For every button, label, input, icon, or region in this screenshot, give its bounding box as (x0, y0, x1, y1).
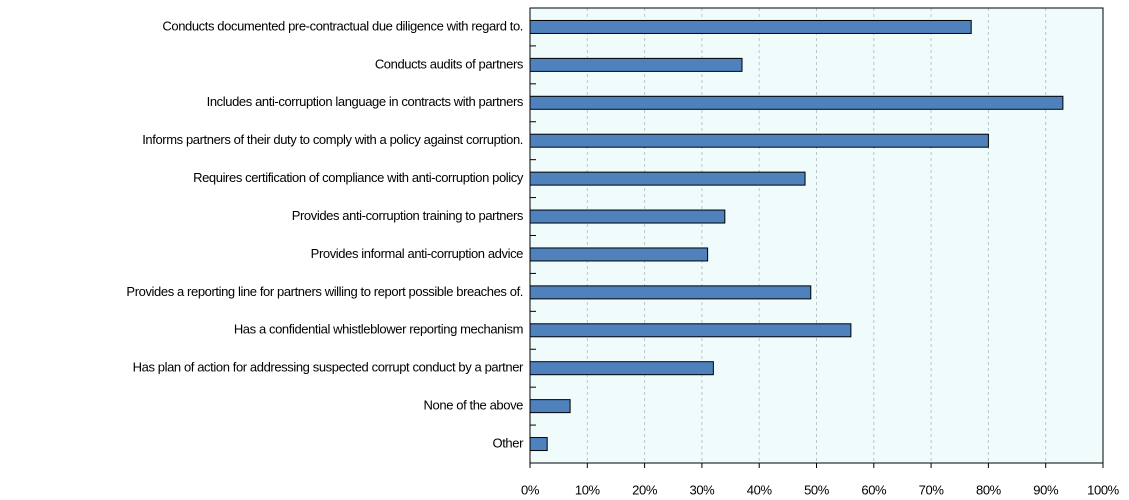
y-tick-label: Conducts documented pre-contractual due … (162, 18, 523, 33)
bar (529, 171, 806, 186)
bar (529, 285, 812, 300)
y-tick-label: Provides anti-corruption training to par… (292, 208, 524, 223)
bar (529, 399, 571, 414)
y-tick-label: Provides informal anti-corruption advice (311, 246, 523, 261)
x-tick-label: 30% (689, 482, 715, 497)
bar (529, 209, 726, 224)
x-tick-label: 10% (575, 482, 601, 497)
bar (529, 247, 709, 262)
y-tick-label: Conducts audits of partners (375, 56, 524, 71)
y-tick-label: None of the above (424, 398, 524, 413)
bar (529, 19, 972, 34)
x-tick-label: 60% (861, 482, 887, 497)
y-tick-label: Informs partners of their duty to comply… (142, 132, 523, 147)
bar (529, 95, 1064, 110)
bar (529, 361, 714, 376)
bar (529, 57, 743, 72)
y-tick-label: Other (492, 435, 524, 450)
y-tick-label: Has plan of action for addressing suspec… (133, 360, 524, 375)
bar (529, 437, 548, 452)
x-tick-label: 70% (919, 482, 945, 497)
y-tick-label: Has a confidential whistleblower reporti… (234, 322, 523, 337)
x-tick-label: 90% (1033, 482, 1059, 497)
x-tick-label: 0% (521, 482, 540, 497)
y-tick-label: Provides a reporting line for partners w… (126, 284, 523, 299)
y-tick-label: Includes anti-corruption language in con… (207, 94, 524, 109)
bar (529, 133, 989, 148)
x-tick-label: 80% (976, 482, 1002, 497)
plot-frame (529, 7, 1104, 464)
bar (529, 323, 852, 338)
x-tick-label: 40% (747, 482, 773, 497)
x-tick-label: 50% (804, 482, 830, 497)
y-tick-label: Requires certification of compliance wit… (193, 170, 524, 185)
x-tick-label: 20% (632, 482, 658, 497)
x-tick-label: 100% (1087, 482, 1119, 497)
